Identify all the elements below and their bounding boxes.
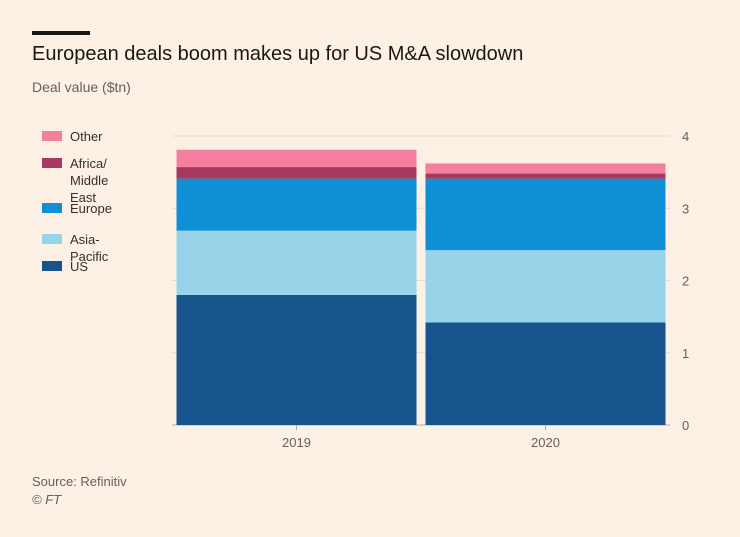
bar-2020-other — [425, 163, 666, 174]
bar-2019-us — [176, 294, 417, 425]
legend-label-other: Other — [70, 129, 103, 144]
legend-item-africa-middle-east: Africa/ Middle East — [42, 155, 108, 206]
credit-note: © FT — [32, 492, 62, 507]
legend-label-us: US — [70, 259, 89, 274]
source-note: Source: Refinitiv — [32, 474, 127, 489]
bar-2020-europe — [425, 178, 666, 251]
legend-swatch-other — [42, 131, 62, 141]
legend-item-us: US — [42, 258, 88, 275]
chart-title: European deals boom makes up for US M&A … — [32, 43, 524, 65]
bar-2019-other — [176, 149, 417, 168]
legend-item-asia-pacific: Asia-Pacific — [42, 231, 108, 265]
legend-swatch-africa-middle-east — [42, 158, 62, 168]
x-tick-label: 2019 — [282, 435, 311, 450]
legend-swatch-us — [42, 261, 62, 271]
legend-label-europe: Europe — [70, 201, 112, 216]
y-tick-label: 2 — [682, 274, 689, 289]
y-tick-label: 4 — [682, 129, 689, 144]
bar-2019-europe — [176, 178, 417, 231]
bar-2020-asia-pacific — [425, 250, 666, 323]
bar-2019-africa-middle-east — [176, 167, 417, 179]
bar-2019-asia-pacific — [176, 230, 417, 295]
legend-item-europe: Europe — [42, 200, 112, 217]
y-tick-label: 0 — [682, 418, 689, 433]
legend-label-asia-pacific: Asia-Pacific — [70, 232, 109, 264]
x-tick-label: 2020 — [531, 435, 560, 450]
bar-2020-us — [425, 322, 666, 425]
y-tick-label: 1 — [682, 346, 689, 361]
legend-item-other: Other — [42, 128, 103, 145]
bar-2020-africa-middle-east — [425, 173, 666, 179]
y-tick-label: 3 — [682, 201, 689, 216]
legend-swatch-asia-pacific — [42, 234, 62, 244]
axes: 0 1 2 3 4 2019 2020 — [282, 129, 689, 450]
title-accent-bar — [32, 31, 90, 35]
bars — [176, 149, 666, 425]
legend-label-africa-middle-east: Africa/ Middle East — [70, 156, 109, 205]
legend-swatch-europe — [42, 203, 62, 213]
chart-subtitle: Deal value ($tn) — [32, 79, 131, 95]
